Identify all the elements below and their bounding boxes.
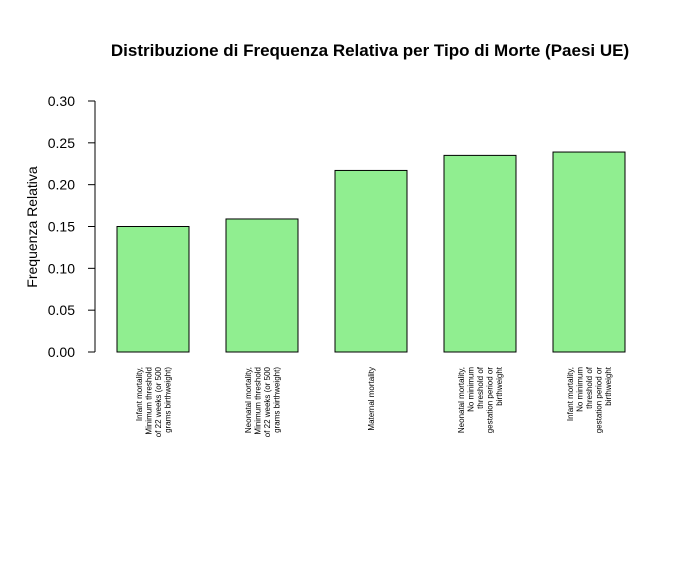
x-tick-label-line: birthweight — [604, 366, 613, 405]
y-tick-label: 0.05 — [48, 302, 75, 318]
chart-title: Distribuzione di Frequenza Relativa per … — [111, 41, 629, 60]
x-tick-label-line: Infant mortality, — [135, 367, 144, 421]
x-tick-label-line: threshold of — [585, 366, 594, 409]
y-tick-label: 0.10 — [48, 260, 75, 276]
x-tick-label-line: gestation period or — [595, 367, 604, 434]
x-tick-label-line: of 22 weeks (or 500 — [263, 366, 272, 437]
x-tick-label-line: gestation period or — [486, 367, 495, 434]
x-tick-label-line: Infant mortality, — [566, 367, 575, 421]
bar — [116, 226, 190, 353]
x-tick-label-line: grams birthweight) — [272, 367, 281, 433]
x-tick-label-line: No minimum — [467, 367, 476, 412]
x-tick-label-line: Maternal mortality — [367, 367, 376, 431]
x-tick-label-line: No minimum — [576, 367, 585, 412]
x-tick-label-line: threshold of — [476, 366, 485, 409]
y-axis: 0.00 0.05 0.10 0.15 0.20 0.25 0.30 — [48, 93, 96, 360]
y-axis-label: Frequenza Relativa — [24, 166, 40, 288]
x-tick-label: Neonatal mortality, Minimum threshold of 2… — [244, 366, 282, 437]
x-tick-label-line: Neonatal mortality, — [457, 367, 466, 433]
bar — [225, 218, 299, 353]
y-tick-label: 0.20 — [48, 177, 75, 193]
bars — [116, 151, 626, 353]
x-tick-label: Maternal mortality — [367, 367, 376, 431]
x-tick-label: Infant mortality, Minimum threshold of 22 … — [135, 366, 173, 437]
y-tick-label: 0.15 — [48, 219, 75, 235]
x-tick-label-line: birthweight — [495, 366, 504, 405]
x-tick-label: Neonatal mortality, No minimum threshold o… — [457, 366, 504, 433]
x-tick-label-line: Minimum threshold — [144, 367, 153, 435]
bar — [334, 169, 408, 353]
x-tick-label-line: of 22 weeks (or 500 — [154, 366, 163, 437]
y-tick-label: 0.25 — [48, 135, 75, 151]
x-tick-label-line: Minimum threshold — [253, 367, 262, 435]
x-tick-label: Infant mortality, No minimum threshold of g… — [566, 366, 613, 433]
y-tick-label: 0.00 — [48, 344, 75, 360]
x-tick-label-line: Neonatal mortality, — [244, 367, 253, 433]
bar — [443, 154, 517, 353]
x-tick-label-line: grams birthweight) — [163, 367, 172, 433]
y-tick-label: 0.30 — [48, 93, 75, 109]
bar — [552, 151, 626, 353]
x-tick-labels: Infant mortality, Minimum threshold of 22 … — [135, 366, 613, 437]
